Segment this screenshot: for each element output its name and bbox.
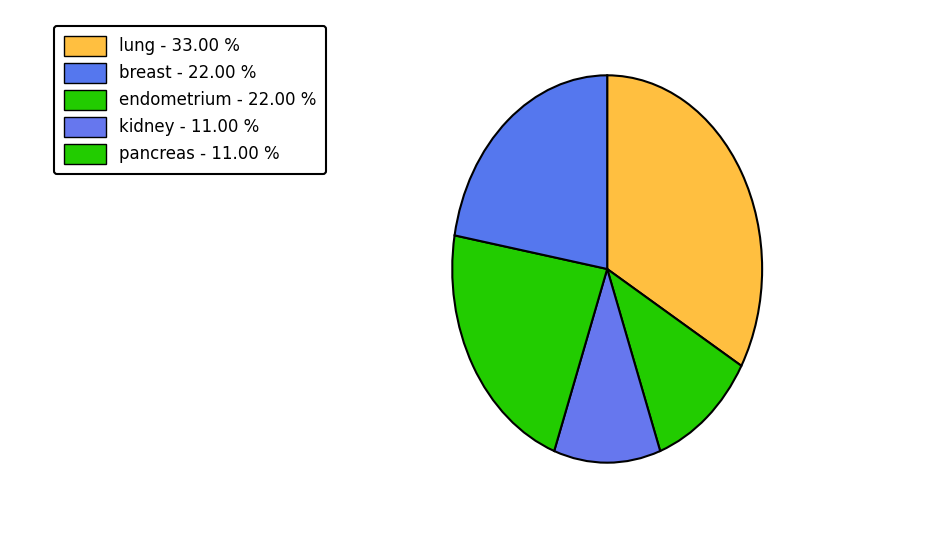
Wedge shape <box>554 269 660 463</box>
Wedge shape <box>452 235 607 451</box>
Wedge shape <box>607 269 742 451</box>
Wedge shape <box>454 75 607 269</box>
Wedge shape <box>607 75 762 366</box>
Legend: lung - 33.00 %, breast - 22.00 %, endometrium - 22.00 %, kidney - 11.00 %, pancr: lung - 33.00 %, breast - 22.00 %, endome… <box>54 25 326 174</box>
